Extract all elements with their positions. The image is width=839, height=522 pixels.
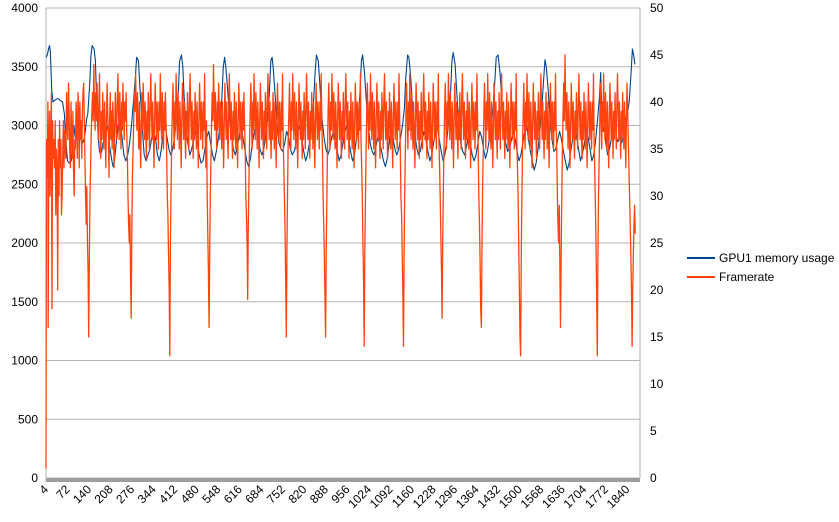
- legend-label: GPU1 memory usage: [719, 251, 835, 265]
- y-right-tick-label: 30: [650, 189, 664, 203]
- legend: GPU1 memory usage Framerate: [687, 251, 835, 284]
- y-right-tick-label: 20: [650, 283, 664, 297]
- series-line-framerate: [45, 54, 636, 469]
- plot-area: [45, 45, 636, 469]
- y-axis-right: 0 5 10 15 20 25 30 35 40 45 50: [650, 1, 664, 485]
- y-right-tick-label: 25: [650, 236, 664, 250]
- y-right-tick-label: 5: [650, 424, 657, 438]
- legend-label: Framerate: [719, 270, 775, 284]
- y-right-tick-label: 0: [650, 471, 657, 485]
- y-left-tick-label: 2500: [11, 177, 38, 191]
- y-left-tick-label: 500: [18, 412, 38, 426]
- x-axis-tick-band: [46, 478, 640, 482]
- y-left-tick-label: 2000: [11, 236, 38, 250]
- y-right-tick-label: 10: [650, 377, 664, 391]
- x-axis: 4 721402082763444124805486166847528208889…: [36, 478, 640, 511]
- y-right-tick-label: 40: [650, 95, 664, 109]
- y-right-tick-label: 35: [650, 142, 664, 156]
- y-left-tick-label: 0: [31, 471, 38, 485]
- y-right-tick-label: 50: [650, 1, 664, 15]
- y-right-tick-label: 45: [650, 48, 664, 62]
- y-left-tick-label: 3500: [11, 60, 38, 74]
- y-right-tick-label: 15: [650, 330, 664, 344]
- y-axis-left: 0 500 1000 1500 2000 2500 3000 3500 4000: [11, 1, 38, 485]
- y-left-tick-label: 1500: [11, 295, 38, 309]
- y-left-tick-label: 1000: [11, 354, 38, 368]
- y-left-tick-label: 3000: [11, 119, 38, 133]
- y-left-tick-label: 4000: [11, 1, 38, 15]
